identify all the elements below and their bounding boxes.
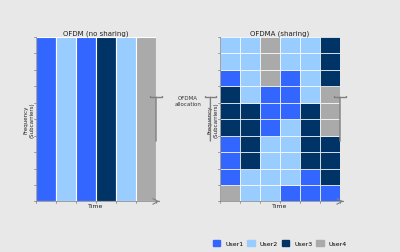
Bar (300, 169, 320, 185)
Bar (300, 152, 320, 169)
Bar (240, 54, 260, 71)
Bar (320, 136, 340, 152)
Bar (280, 169, 300, 185)
Y-axis label: Frequency
(Subcarriers): Frequency (Subcarriers) (208, 102, 219, 137)
Bar (220, 54, 240, 71)
Bar (240, 71, 260, 87)
X-axis label: Time: Time (88, 203, 104, 208)
Bar (300, 136, 320, 152)
Text: OFDMA
allocation: OFDMA allocation (174, 96, 202, 106)
Bar (300, 87, 320, 103)
Bar (300, 71, 320, 87)
Bar (240, 103, 260, 120)
Bar (240, 136, 260, 152)
Title: OFDMA (sharing): OFDMA (sharing) (250, 30, 310, 37)
Bar (320, 103, 340, 120)
Bar (136, 38, 156, 202)
Bar (56, 38, 76, 202)
Bar (300, 103, 320, 120)
Bar (280, 103, 300, 120)
Bar (240, 185, 260, 202)
Legend: User1, User2, User3, User4: User1, User2, User3, User4 (210, 238, 350, 249)
Bar (240, 152, 260, 169)
Bar (260, 152, 280, 169)
Bar (320, 87, 340, 103)
Bar (220, 120, 240, 136)
Bar (280, 120, 300, 136)
Bar (280, 152, 300, 169)
Bar (220, 136, 240, 152)
Bar (260, 136, 280, 152)
Bar (320, 71, 340, 87)
Bar (76, 38, 96, 202)
Bar (260, 103, 280, 120)
Bar (320, 169, 340, 185)
Bar (280, 38, 300, 54)
Bar (320, 120, 340, 136)
Bar (320, 54, 340, 71)
Bar (220, 103, 240, 120)
Bar (280, 87, 300, 103)
Bar (260, 87, 280, 103)
X-axis label: Time: Time (272, 203, 288, 208)
Bar (116, 38, 136, 202)
Bar (300, 54, 320, 71)
Y-axis label: Frequency
(Subcarriers): Frequency (Subcarriers) (24, 102, 35, 137)
Bar (260, 54, 280, 71)
Bar (260, 185, 280, 202)
Bar (96, 38, 116, 202)
Bar (240, 120, 260, 136)
Bar (220, 87, 240, 103)
Bar (260, 38, 280, 54)
Bar (280, 71, 300, 87)
Bar (220, 38, 240, 54)
Bar (220, 169, 240, 185)
Bar (240, 38, 260, 54)
Bar (280, 54, 300, 71)
Bar (260, 169, 280, 185)
Bar (240, 87, 260, 103)
Bar (220, 152, 240, 169)
Bar (300, 38, 320, 54)
Bar (300, 120, 320, 136)
Bar (260, 120, 280, 136)
Bar (36, 38, 56, 202)
Bar (220, 71, 240, 87)
Bar (300, 185, 320, 202)
Bar (260, 71, 280, 87)
Bar (220, 185, 240, 202)
Bar (280, 136, 300, 152)
Bar (240, 169, 260, 185)
Bar (280, 185, 300, 202)
Bar (320, 152, 340, 169)
Title: OFDM (no sharing): OFDM (no sharing) (63, 30, 129, 37)
Bar (320, 185, 340, 202)
Bar (320, 38, 340, 54)
